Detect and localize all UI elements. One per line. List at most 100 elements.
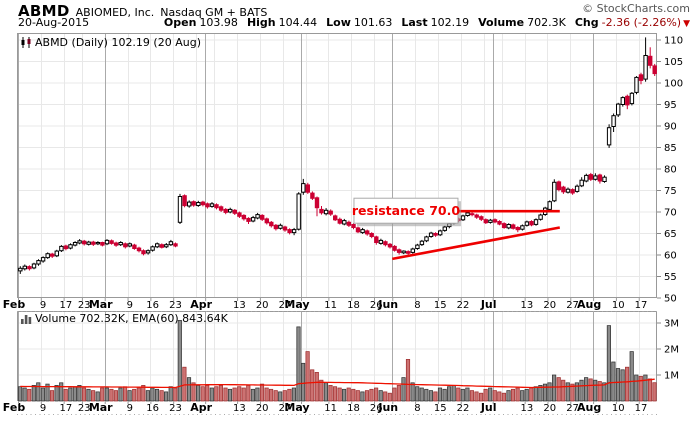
gridlines-layer (17, 33, 657, 401)
candle (145, 250, 151, 254)
volume-bar (378, 390, 383, 402)
volume-bar (638, 375, 643, 402)
date-axis-label: 8 (414, 403, 420, 414)
volume-bar (319, 379, 324, 402)
candle (287, 229, 292, 234)
volume-bar (510, 388, 516, 402)
volume-bar (72, 386, 77, 402)
candle (278, 224, 283, 229)
candle (27, 266, 32, 270)
date-axis-label: 15 (434, 403, 447, 414)
candle (419, 240, 425, 246)
candle (515, 227, 520, 231)
candle (511, 224, 516, 229)
volume-bar (68, 387, 73, 402)
volume-bar (323, 382, 328, 402)
last-label: Last (401, 16, 428, 29)
date-axis-label: 27 (279, 300, 292, 311)
volume-bar (593, 379, 598, 402)
volume-bar (59, 382, 64, 402)
volume-bar (383, 391, 388, 402)
volume-ema-line (20, 378, 655, 389)
date-axis-label: 23 (169, 300, 182, 311)
date-axis-label: 22 (457, 300, 470, 311)
candle (305, 184, 311, 193)
candle (173, 243, 178, 247)
volume-bar (314, 372, 319, 402)
candle (488, 219, 493, 223)
price-axis-label: 80 (664, 165, 677, 176)
volume-bar (396, 385, 401, 402)
candle (323, 209, 329, 215)
volume-bar (611, 361, 616, 402)
volume-bar (63, 388, 68, 402)
candle (620, 97, 625, 105)
candle (428, 232, 434, 238)
price-axis-label: 90 (664, 122, 677, 133)
price-axis-label: 60 (664, 251, 677, 262)
date-axis-label: Mar (89, 298, 113, 311)
volume-bar (634, 374, 639, 402)
candle (588, 174, 593, 180)
volume-bar (369, 388, 374, 402)
candle (406, 251, 411, 254)
date-axis-label: 22 (457, 403, 470, 414)
volume-bar (22, 387, 27, 402)
stockcharts-copyright-link[interactable]: © StockCharts.com (582, 2, 690, 15)
date-axis-label: May (284, 401, 309, 414)
candle (552, 181, 557, 202)
candle (255, 214, 260, 219)
quote-row: 20-Aug-2015 Open 103.98 High 104.44 Low 101.6… (18, 16, 690, 31)
date-axis-label: 8 (414, 300, 420, 311)
volume-bar (182, 366, 187, 402)
date-axis-label: 13 (521, 403, 534, 414)
candle (579, 179, 584, 187)
volume-bar (250, 388, 255, 402)
candle (136, 247, 142, 252)
candle (360, 229, 365, 234)
price-axis-label: 70 (664, 208, 677, 219)
candle (442, 226, 448, 231)
candle (228, 208, 233, 213)
volume-bar (109, 388, 114, 402)
candle (100, 242, 105, 246)
candle (483, 219, 489, 224)
date-axis-label: 26 (370, 403, 383, 414)
company-name: ABIOMED, Inc. (75, 6, 155, 19)
volume-bar (647, 378, 653, 402)
volume-bar (501, 392, 506, 402)
candle (260, 214, 265, 220)
candle (606, 127, 612, 146)
candle (182, 195, 187, 207)
candle (218, 206, 224, 211)
annotation-box[interactable] (353, 197, 459, 224)
date-axis-label: Jun (377, 401, 398, 414)
candle (296, 193, 301, 230)
header: ABMD ABIOMED, Inc. Nasdaq GM + BATS (18, 1, 690, 20)
date-axis-label: Feb (3, 401, 26, 414)
support-trendline[interactable] (392, 226, 561, 261)
candle (396, 249, 402, 253)
annotation-text: resistance 70.0 (352, 203, 460, 218)
candle (611, 115, 616, 127)
candle (273, 224, 279, 230)
volume-bar (164, 391, 169, 402)
candle (438, 230, 443, 236)
date-axis-label: May (284, 298, 309, 311)
candle (104, 239, 110, 245)
price-axis-label: 65 (664, 229, 677, 240)
volume-bar (346, 387, 351, 402)
candle (77, 240, 82, 244)
volume-bar (196, 385, 201, 402)
volume-bar (538, 385, 543, 402)
volume-panel-label-row: Volume 702.32K, EMA(60) 843.64K (21, 312, 228, 325)
volume-bar (374, 387, 379, 402)
volume-bars-icon (21, 314, 32, 324)
volume-bar (123, 386, 128, 402)
candle (547, 201, 552, 210)
price-panel[interactable] (17, 33, 657, 298)
volume-label: Volume (478, 16, 525, 29)
volume-bar (401, 377, 406, 402)
